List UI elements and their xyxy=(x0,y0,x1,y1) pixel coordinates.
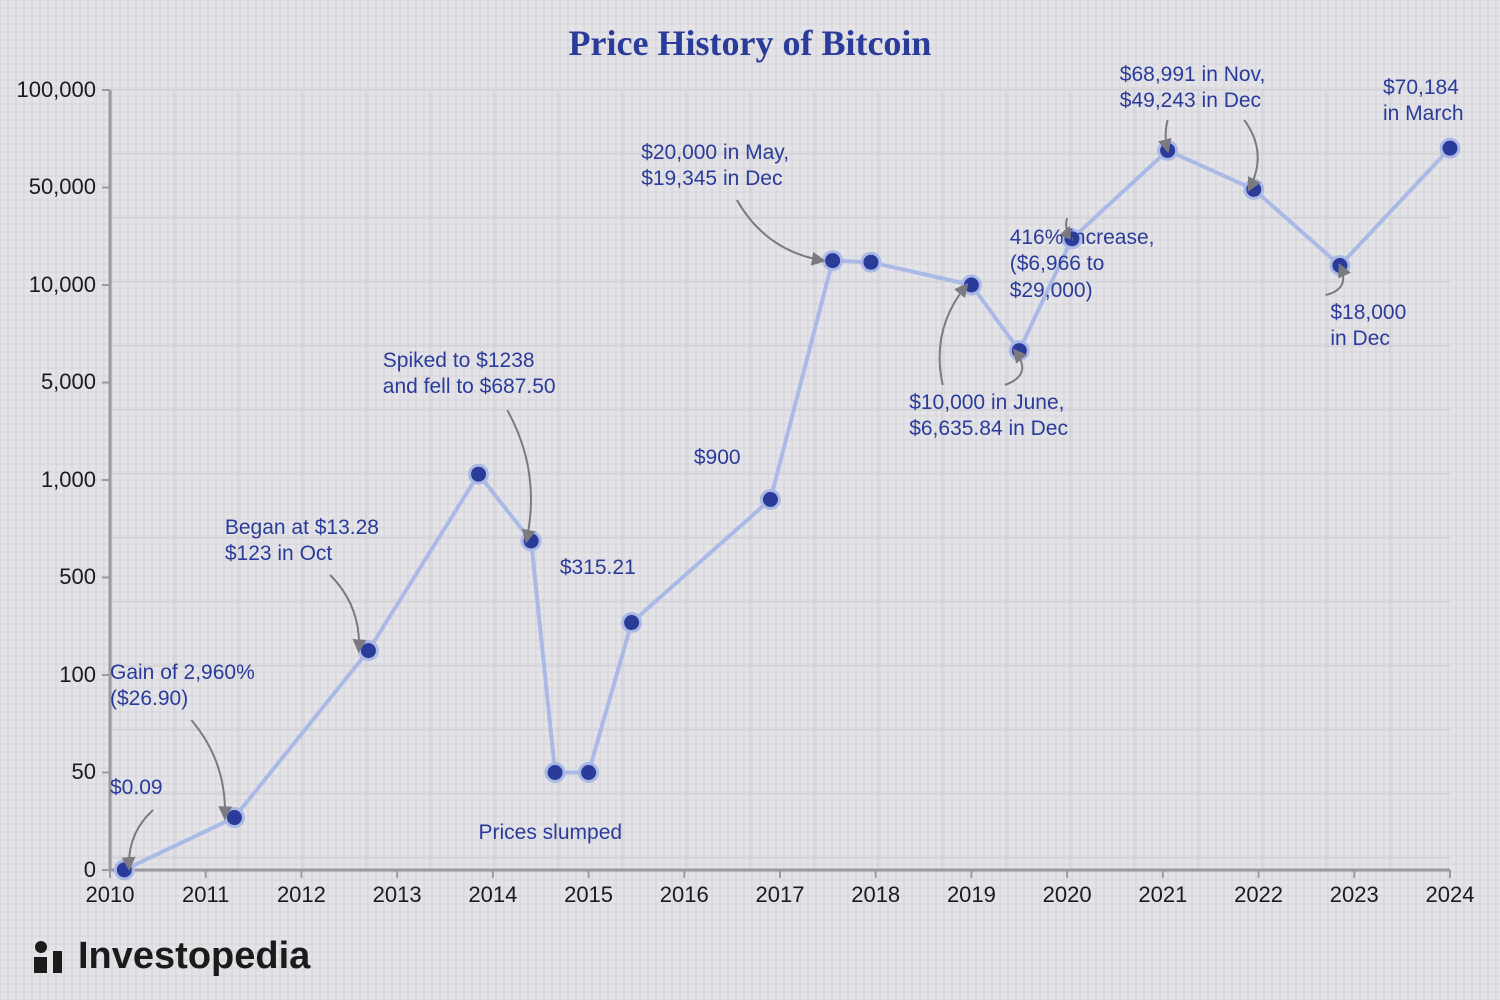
y-tick-label: 100 xyxy=(59,662,96,688)
annotation-label: Began at $13.28 $123 in Oct xyxy=(225,515,379,568)
investopedia-icon xyxy=(28,937,68,977)
price-point xyxy=(623,614,641,632)
price-point xyxy=(962,276,980,294)
annotation-label: Spiked to $1238 and fell to $687.50 xyxy=(383,348,556,401)
x-tick-label: 2018 xyxy=(846,882,906,908)
annotation-label: 416% increase, ($6,966 to $29,000) xyxy=(1010,225,1155,304)
chart-title: Price History of Bitcoin xyxy=(0,22,1500,64)
x-tick-label: 2019 xyxy=(941,882,1001,908)
x-tick-label: 2021 xyxy=(1133,882,1193,908)
annotation-label: $18,000 in Dec xyxy=(1330,300,1406,353)
annotation-label: $70,184 in March xyxy=(1383,75,1464,128)
y-tick-label: 100,000 xyxy=(16,77,96,103)
price-point xyxy=(359,642,377,660)
price-point xyxy=(225,809,243,827)
x-tick-label: 2023 xyxy=(1324,882,1384,908)
annotation-label: $10,000 in June, $6,635.84 in Dec xyxy=(909,390,1068,443)
annotation-label: $900 xyxy=(694,445,741,471)
x-tick-label: 2016 xyxy=(654,882,714,908)
y-tick-label: 0 xyxy=(84,857,96,883)
y-tick-label: 10,000 xyxy=(29,272,96,298)
annotation-label: Gain of 2,960% ($26.90) xyxy=(110,660,255,713)
x-tick-label: 2014 xyxy=(463,882,523,908)
x-tick-label: 2022 xyxy=(1229,882,1289,908)
y-tick-label: 50,000 xyxy=(29,174,96,200)
x-tick-label: 2024 xyxy=(1420,882,1480,908)
annotation-label: $315.21 xyxy=(560,555,636,581)
brand-text: Investopedia xyxy=(78,935,310,978)
annotation-label: $20,000 in May, $19,345 in Dec xyxy=(641,140,789,193)
annotation-label: $0.09 xyxy=(110,775,163,801)
price-point xyxy=(1245,180,1263,198)
price-point xyxy=(522,532,540,550)
y-tick-label: 1,000 xyxy=(41,467,96,493)
price-point xyxy=(115,861,133,879)
price-point xyxy=(1441,139,1459,157)
price-point xyxy=(546,764,564,782)
brand-logo: Investopedia xyxy=(28,935,310,978)
price-point xyxy=(824,252,842,270)
chart-canvas: Price History of Bitcoin Investopedia 0 5… xyxy=(0,0,1500,1000)
y-tick-label: 50 xyxy=(72,759,96,785)
x-tick-label: 2011 xyxy=(176,882,236,908)
price-point xyxy=(761,491,779,509)
x-tick-label: 2013 xyxy=(367,882,427,908)
x-tick-label: 2017 xyxy=(750,882,810,908)
price-point xyxy=(862,253,880,271)
annotation-label: Prices slumped xyxy=(479,820,623,846)
price-point xyxy=(580,764,598,782)
x-tick-label: 2010 xyxy=(80,882,140,908)
x-tick-label: 2015 xyxy=(559,882,619,908)
x-tick-label: 2020 xyxy=(1037,882,1097,908)
price-point xyxy=(470,465,488,483)
y-tick-label: 500 xyxy=(59,564,96,590)
y-tick-label: 5,000 xyxy=(41,369,96,395)
x-tick-label: 2012 xyxy=(271,882,331,908)
annotation-label: $68,991 in Nov, $49,243 in Dec xyxy=(1120,62,1266,115)
